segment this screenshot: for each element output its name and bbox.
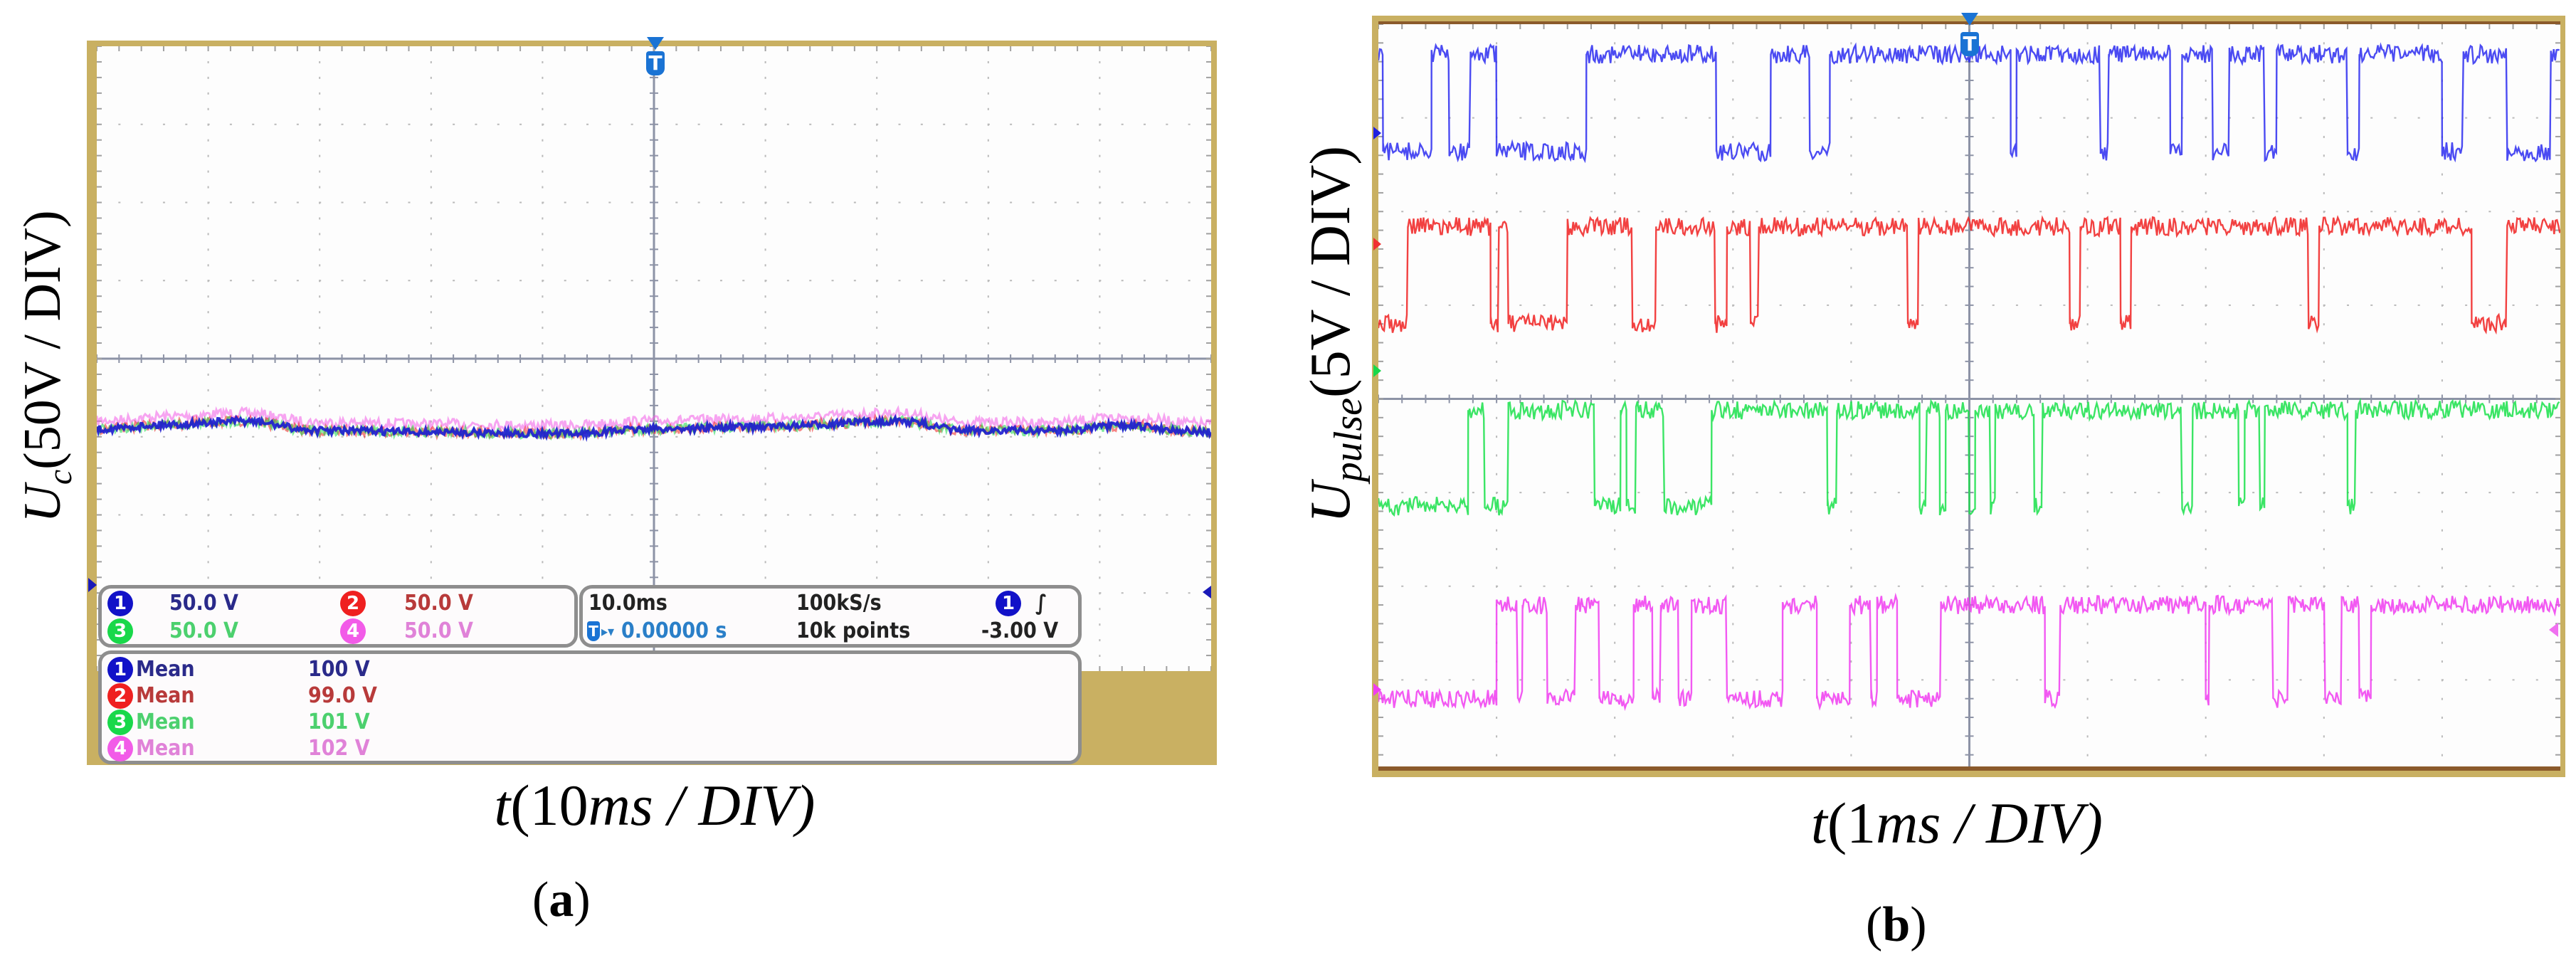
x-label-t-b: t	[1811, 791, 1827, 855]
horizontal-position: 0.00000 s	[621, 618, 727, 643]
trace-ch1	[97, 413, 1211, 442]
trigger-channel-badge: 1	[996, 591, 1021, 616]
meas-ch4-value: 102 V	[308, 736, 370, 761]
y-label-unit-b: (5V / DIV)	[1299, 145, 1362, 399]
ch1-ground-marker-icon	[88, 578, 97, 592]
panel-b-oscilloscope-screen	[1378, 21, 2560, 771]
trigger-level-arrow-icon	[1203, 586, 1211, 598]
y-label-sub: c	[41, 469, 79, 485]
x-label-unit-b: ms	[1876, 791, 1941, 855]
trigger-position-marker-b	[1961, 13, 1978, 26]
y-label-u-b: U	[1299, 482, 1362, 524]
y-label-unit: (50V / DIV)	[14, 210, 72, 470]
caption-b-letter: b	[1882, 897, 1911, 952]
measurements-box: 1 Mean 100 V 2 Mean 99.0 V 3 Mean 101 V …	[98, 650, 1082, 764]
graticule	[97, 46, 1211, 671]
x-label-t: t	[494, 773, 511, 838]
meas-ch2-label: Mean	[136, 683, 195, 708]
x-label-unit: ms	[588, 773, 653, 838]
caption-a-letter: a	[549, 872, 574, 927]
x-label-rest: / DIV)	[653, 773, 815, 838]
meas-ch3-value: 101 V	[308, 710, 370, 734]
panel-a-oscilloscope-screen	[97, 46, 1211, 671]
meas-ch3-label: Mean	[136, 710, 195, 734]
panel-a-caption: (a)	[532, 872, 591, 927]
x-label-num-b: (1	[1827, 791, 1876, 855]
meas-ch3-badge: 3	[107, 710, 133, 735]
trigger-position-prefix: ▸▾	[601, 623, 615, 640]
trigger-t-icon-b: T	[1960, 32, 1979, 56]
time-per-div: 10.0ms	[588, 591, 667, 616]
x-label-rest-b: / DIV)	[1941, 791, 2103, 855]
meas-ch4-label: Mean	[136, 736, 195, 761]
panel-a-x-axis-label: t(10ms / DIV)	[398, 772, 911, 839]
meas-ch1-label: Mean	[136, 657, 195, 682]
trigger-level-arrow-b-icon	[2549, 623, 2558, 637]
meas-ch2-value: 99.0 V	[308, 683, 377, 708]
ch4-scale: 50.0 V	[404, 618, 473, 643]
ch4-badge: 4	[340, 618, 366, 644]
record-length: 10k points	[796, 618, 911, 643]
meas-ch4-badge: 4	[107, 736, 133, 761]
sample-rate: 100kS/s	[796, 591, 882, 616]
meas-ch1-value: 100 V	[308, 657, 370, 682]
trace-ch4	[97, 405, 1211, 433]
panel-b-traces	[1378, 42, 2560, 712]
graticule	[1378, 24, 2560, 766]
ch2-scale: 50.0 V	[404, 591, 473, 616]
ch1-badge: 1	[107, 591, 133, 616]
ch3-ground-marker-b-icon	[1373, 364, 1381, 377]
panel-a-y-axis-label: Uc(50V / DIV)	[11, 153, 79, 580]
ch3-scale: 50.0 V	[169, 618, 238, 643]
panel-b-y-axis-label: Upulse(5V / DIV)	[1295, 93, 1371, 576]
ch4-ground-marker-b-icon	[1373, 683, 1381, 696]
ch3-badge: 3	[107, 618, 133, 644]
meas-ch2-badge: 2	[107, 683, 133, 709]
trigger-position-marker-a	[647, 37, 664, 50]
trace-ch3-pulse	[1378, 398, 2560, 517]
panel-b-waveform-plot	[1378, 24, 2560, 766]
trigger-slope-icon: ∫	[1035, 591, 1047, 616]
meas-ch1-badge: 1	[107, 657, 133, 682]
panel-a-traces	[97, 405, 1211, 442]
ch1-ground-marker-b-icon	[1373, 127, 1381, 139]
panel-b-caption: (b)	[1866, 897, 1927, 952]
panel-b-x-axis-label: t(1ms / DIV)	[1708, 790, 2206, 857]
trigger-t-icon-a: T	[646, 51, 665, 75]
ch1-scale: 50.0 V	[169, 591, 238, 616]
ch2-badge: 2	[340, 591, 366, 616]
panel-a-waveform-plot	[97, 46, 1211, 671]
y-label-sub-b: pulse	[1326, 398, 1371, 482]
x-label-num: (10	[510, 773, 588, 838]
timebase-box: 10.0ms 100kS/s 1 ∫ T ▸▾ 0.00000 s 10k po…	[579, 585, 1082, 648]
trace-ch4-pulse	[1378, 592, 2560, 712]
channel-scale-box: 1 50.0 V 2 50.0 V 3 50.0 V 4 50.0 V	[98, 585, 578, 648]
trigger-level: -3.00 V	[981, 618, 1059, 643]
trace-ch2-pulse	[1378, 215, 2560, 335]
ch2-ground-marker-b-icon	[1373, 238, 1381, 251]
y-label-u: U	[14, 485, 72, 523]
trigger-position-t-icon: T	[587, 621, 600, 641]
